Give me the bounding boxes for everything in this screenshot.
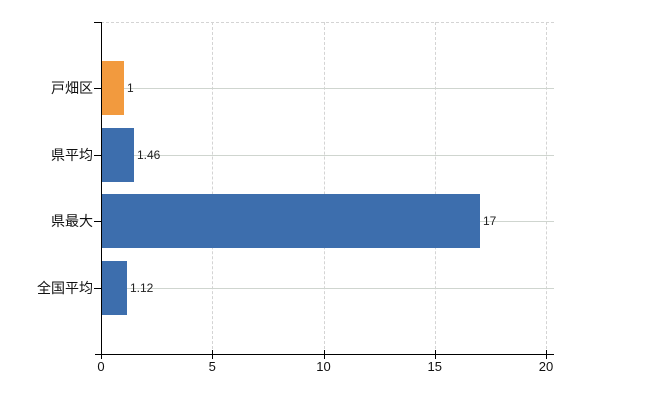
- x-axis-tick: [323, 350, 325, 359]
- y-axis-tick: [94, 221, 101, 223]
- y-axis-tick: [94, 154, 101, 156]
- x-tick-label: 20: [538, 359, 554, 374]
- bar-value-label: 1.12: [130, 280, 154, 295]
- x-axis-tick: [434, 350, 436, 359]
- bar-value-label: 17: [483, 214, 497, 229]
- v-gridline: [434, 22, 436, 354]
- y-axis-tick: [94, 88, 101, 90]
- x-tick-label: 15: [427, 359, 442, 374]
- y-axis-tick: [94, 22, 101, 23]
- y-axis-line: [101, 22, 102, 354]
- v-gridline: [212, 22, 214, 354]
- bar: [102, 127, 134, 182]
- v-gridline: [323, 22, 325, 354]
- category-label: 全国平均: [37, 279, 93, 296]
- bar-value-label: 1.46: [137, 147, 161, 162]
- bar: [102, 260, 127, 315]
- x-axis-tick: [546, 350, 547, 359]
- category-label: 県平均: [51, 146, 93, 163]
- x-axis-tick: [101, 350, 102, 359]
- x-tick-label: 5: [208, 359, 216, 374]
- row-gridline: [101, 287, 554, 289]
- y-axis-tick: [94, 287, 101, 289]
- x-axis-tick: [212, 350, 214, 359]
- bar: [102, 194, 480, 249]
- v-gridline: [546, 22, 547, 354]
- row-gridline: [101, 88, 554, 90]
- x-tick-label: 10: [316, 359, 331, 374]
- x-tick-label: 0: [97, 359, 105, 374]
- top-gridline: [101, 22, 554, 23]
- category-label: 戸畑区: [51, 80, 93, 97]
- bar-value-label: 1: [127, 81, 134, 96]
- category-label: 県最大: [51, 213, 93, 230]
- row-gridline: [101, 154, 554, 156]
- x-axis-line: [95, 354, 554, 355]
- bar: [102, 61, 124, 116]
